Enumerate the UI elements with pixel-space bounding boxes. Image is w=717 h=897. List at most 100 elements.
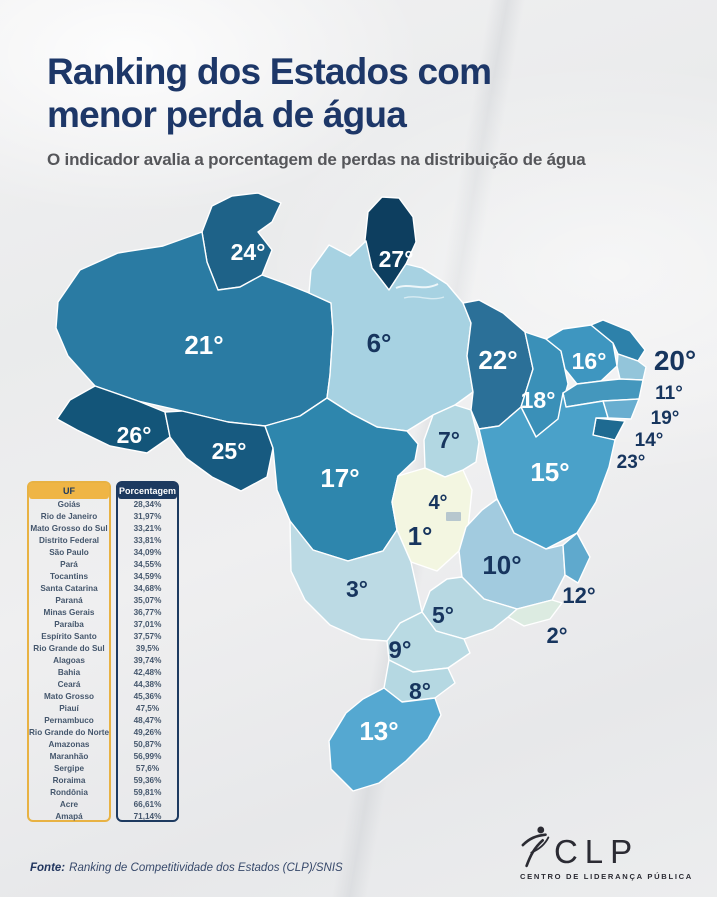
- rank-label-paraiba: 11°: [655, 383, 683, 404]
- table-row-uf: Rondônia: [50, 788, 88, 797]
- rank-label-maranhao: 22°: [478, 345, 517, 375]
- table-row-uf: Santa Catarina: [40, 584, 98, 593]
- clp-logo-tagline: CENTRO DE LIDERANÇA PÚBLICA: [519, 872, 693, 881]
- source-label: Fonte:: [30, 862, 66, 874]
- state-ceara-shape: [545, 324, 618, 385]
- table-row-pct: 31,97%: [133, 512, 162, 521]
- rank-label-roraima: 24°: [231, 239, 266, 265]
- clp-figure-icon: [521, 826, 550, 868]
- table-row-pct: 42,48%: [133, 668, 162, 677]
- rank-label-mato-grosso-do-sul: 3°: [346, 576, 368, 602]
- table-row-pct: 33,81%: [133, 536, 162, 545]
- table-row-pct: 33,21%: [133, 524, 162, 533]
- percentage-table-header: Porcentagem: [118, 483, 177, 499]
- rank-label-santa-catarina: 8°: [409, 678, 431, 704]
- table-row-uf: Minas Gerais: [43, 608, 95, 617]
- rank-label-sao-paulo: 5°: [432, 602, 454, 628]
- state-rio-grande-do-sul-shape: [328, 687, 442, 792]
- rank-label-acre: 26°: [117, 422, 152, 448]
- table-row-pct: 45,36%: [133, 692, 162, 701]
- table-row-uf: Rio Grande do Norte: [29, 728, 110, 737]
- rank-label-alagoas: 14°: [635, 430, 664, 451]
- table-row-pct: 34,68%: [133, 584, 162, 593]
- source-note: Fonte: Ranking de Competitividade dos Est…: [30, 862, 343, 874]
- rank-label-tocantins: 7°: [438, 427, 460, 453]
- table-row-pct: 34,55%: [133, 560, 162, 569]
- table-row-uf: Alagoas: [53, 656, 85, 665]
- table-row-pct: 57,6%: [135, 764, 160, 773]
- table-row-pct: 71,14%: [133, 812, 162, 821]
- rank-label-distrito-federal: 4°: [428, 492, 447, 514]
- rank-label-parana: 9°: [389, 637, 412, 664]
- table-row-uf: Rio de Janeiro: [40, 512, 98, 521]
- rank-label-rio-grande-do-norte: 20°: [654, 345, 696, 376]
- table-row-uf: Rio Grande do Sul: [33, 644, 105, 653]
- map-state-shapes: [55, 192, 647, 792]
- table-row-uf: Pará: [60, 560, 78, 569]
- rank-label-espirito-santo: 12°: [562, 583, 595, 608]
- header: Ranking dos Estados com menor perda de á…: [47, 50, 667, 170]
- table-row-uf: Maranhão: [49, 752, 89, 761]
- state-espirito-santo-shape: [562, 532, 591, 584]
- page-title-line2: menor perda de água: [47, 94, 407, 135]
- table-row-pct: 56,99%: [133, 752, 162, 761]
- page-title-line1: Ranking dos Estados com: [47, 51, 492, 92]
- table-row-pct: 44,38%: [133, 680, 162, 689]
- page-subtitle: O indicador avalia a porcentagem de perd…: [47, 150, 586, 169]
- rank-label-goias: 1°: [408, 521, 433, 551]
- table-row-pct: 39,74%: [133, 656, 162, 665]
- table-row-pct: 66,61%: [133, 800, 162, 809]
- rank-label-sergipe: 23°: [617, 452, 646, 473]
- table-row-uf: Tocantins: [49, 572, 89, 581]
- table-row-uf: Roraima: [52, 776, 86, 785]
- table-row-pct: 50,87%: [133, 740, 162, 749]
- rank-label-para: 6°: [367, 328, 392, 358]
- amazon-river-detail: [395, 283, 439, 289]
- rank-label-rio-de-janeiro: 2°: [546, 623, 567, 648]
- table-row-pct: 49,26%: [133, 728, 162, 737]
- map-rank-labels: 24° 27° 21° 6° 26° 25° 17° 7° 22° 18° 16…: [117, 239, 697, 746]
- table-row-pct: 35,07%: [133, 596, 162, 605]
- table-row-uf: Sergipe: [53, 764, 85, 773]
- state-alagoas-shape: [602, 398, 640, 420]
- rank-label-bahia: 15°: [530, 457, 569, 487]
- table-row-pct: 59,36%: [133, 776, 162, 785]
- table-row-pct: 39,5%: [135, 644, 160, 653]
- rank-label-amazonas: 21°: [184, 330, 223, 360]
- rank-label-mato-grosso: 17°: [320, 463, 359, 493]
- state-tocantins-shape: [423, 404, 480, 478]
- table-row-uf: Acre: [59, 800, 79, 809]
- table-row-pct: 37,57%: [133, 632, 162, 641]
- table-row-pct: 34,09%: [133, 548, 162, 557]
- table-row-pct: 48,47%: [133, 716, 162, 725]
- table-row-uf: Mato Grosso do Sul: [30, 524, 108, 533]
- rank-label-ceara: 16°: [572, 348, 607, 374]
- uf-table-header: UF: [29, 483, 109, 499]
- table-row-uf: Paraíba: [54, 620, 84, 629]
- table-row-uf: Pernambuco: [44, 716, 94, 725]
- table-row-uf: Goiás: [57, 500, 81, 509]
- table-row-uf: Bahia: [57, 668, 81, 677]
- table-row-uf: Amazonas: [48, 740, 90, 749]
- state-mato-grosso-do-sul-shape: [289, 520, 423, 642]
- rank-label-minas-gerais: 10°: [482, 550, 521, 580]
- table-row-pct: 59,81%: [133, 788, 162, 797]
- table-row-uf: Distrito Federal: [38, 536, 100, 545]
- table-row-uf: Ceará: [57, 680, 81, 689]
- table-row-uf: Espírito Santo: [41, 632, 97, 641]
- river-detail: [403, 296, 445, 300]
- table-row-pct: 37,01%: [133, 620, 162, 629]
- table-row-pct: 28,34%: [133, 500, 162, 509]
- table-row-uf: Mato Grosso: [43, 692, 95, 701]
- table-row-uf: Amapá: [55, 812, 83, 821]
- clp-logo: CLP CENTRO DE LIDERANÇA PÚBLICA: [520, 824, 693, 881]
- percentage-table: Porcentagem 28,34% 31,97% 33,21% 33,81% …: [116, 481, 179, 822]
- page-title: Ranking dos Estados com menor perda de á…: [47, 50, 667, 136]
- rank-label-amapa: 27°: [379, 246, 414, 272]
- rank-label-rio-grande-do-sul: 13°: [359, 716, 398, 746]
- clp-logo-text: CLP: [553, 833, 640, 870]
- table-row-uf: Piauí: [59, 704, 79, 713]
- table-row-pct: 34,59%: [133, 572, 162, 581]
